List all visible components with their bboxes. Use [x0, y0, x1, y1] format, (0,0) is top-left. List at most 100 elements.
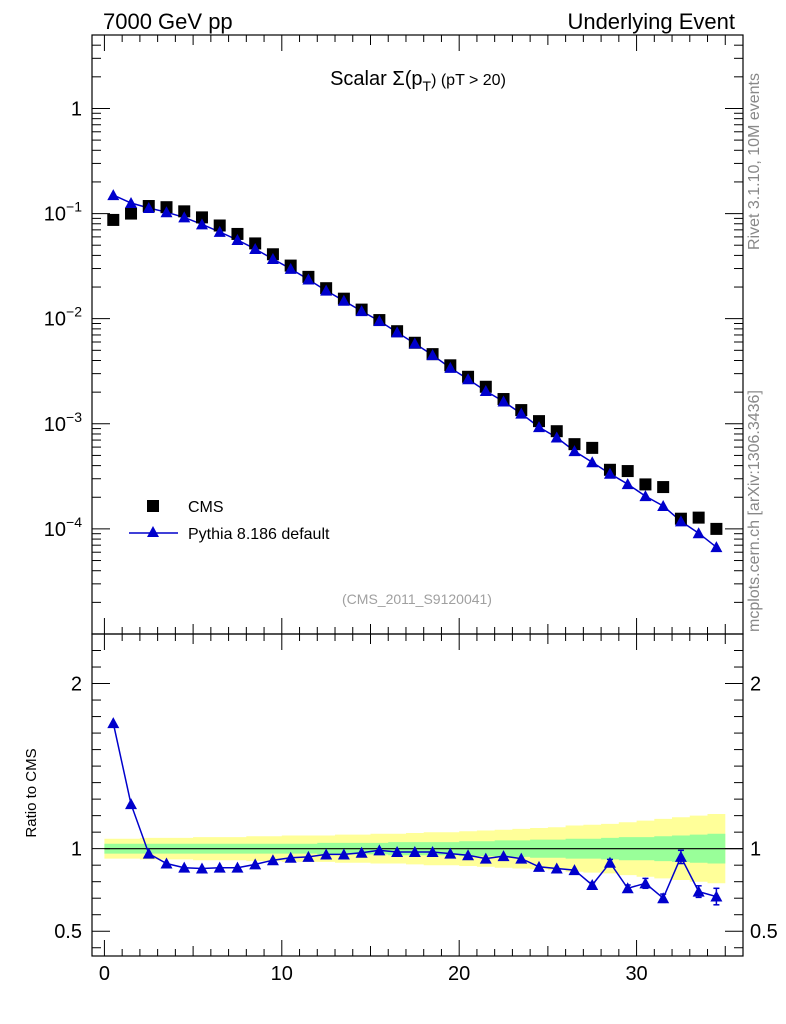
ratio-point	[213, 861, 226, 873]
ratio-y-tick-label: 0.5	[54, 921, 82, 943]
legend-cms-label: CMS	[188, 499, 224, 516]
cms-point	[568, 438, 581, 451]
legend: CMS Pythia 8.186 default	[129, 499, 330, 543]
cms-point	[692, 511, 705, 524]
side-text-top: Rivet 3.1.10, 10M events	[746, 73, 763, 250]
ratio-point	[302, 850, 315, 862]
pythia-point	[462, 373, 475, 385]
ratio-y-tick-label-right: 2	[750, 674, 761, 696]
cms-point	[125, 207, 138, 220]
pythia-point	[479, 385, 492, 397]
x-tick-label: 10	[271, 963, 293, 985]
cms-point	[586, 441, 599, 454]
top-frame	[91, 34, 744, 635]
pythia-point	[586, 456, 599, 468]
ratio-point	[160, 857, 173, 869]
ratio-frame	[91, 633, 744, 957]
pythia-point	[355, 305, 368, 317]
cms-point	[195, 211, 208, 224]
ratio-point	[462, 849, 475, 861]
ratio-point	[497, 850, 510, 862]
pythia-point	[302, 273, 315, 285]
ratio-point	[249, 858, 262, 870]
pythia-point	[692, 527, 705, 539]
side-text-bottom: mcplots.cern.ch [arXiv:1306.3436]	[746, 390, 763, 632]
ratio-point	[674, 850, 687, 862]
ratio-point	[231, 861, 244, 873]
pythia-point	[195, 218, 208, 230]
pythia-point	[142, 201, 155, 213]
ratio-point	[337, 848, 350, 860]
cms-point	[178, 205, 191, 218]
ratio-y-tick-label: 1	[71, 839, 82, 861]
pythia-point	[320, 284, 333, 296]
ratio-ylabel: Ratio to CMS	[23, 748, 40, 837]
ratio-point	[515, 852, 528, 864]
pythia-point	[621, 478, 634, 490]
pythia-point	[444, 361, 457, 373]
ratio-point	[426, 845, 439, 857]
y-tick-label: 10−4	[44, 514, 82, 541]
ratio-y-tick-label-right: 0.5	[750, 921, 778, 943]
pythia-point	[710, 541, 723, 553]
pythia-point	[550, 431, 563, 443]
ratio-point	[284, 851, 297, 863]
cms-point	[213, 219, 226, 232]
ratio-point	[266, 854, 279, 866]
ratio-point	[373, 844, 386, 856]
pythia-point	[497, 395, 510, 407]
ratio-point	[178, 861, 191, 873]
pythia-point	[391, 326, 404, 338]
pythia-point	[125, 197, 138, 209]
ratio-point	[408, 845, 421, 857]
pythia-point	[373, 315, 386, 327]
ratio-point	[657, 892, 670, 904]
pythia-point	[266, 252, 279, 264]
cms-point	[107, 213, 120, 226]
pythia-point	[674, 515, 687, 527]
ratio-point	[320, 848, 333, 860]
ratio-point	[142, 847, 155, 859]
pythia-point	[249, 243, 262, 255]
ratio-point	[391, 845, 404, 857]
ratio-point	[603, 856, 616, 868]
cms-point	[621, 465, 634, 478]
ratio-point	[125, 798, 138, 810]
ratio-point	[550, 862, 563, 874]
pythia-point	[657, 500, 670, 512]
pythia-point	[213, 225, 226, 237]
pythia-point	[160, 206, 173, 218]
pythia-point	[603, 467, 616, 479]
y-tick-label: 10−1	[44, 199, 82, 226]
analysis-label: (CMS_2011_S9120041)	[342, 591, 492, 607]
ratio-point	[568, 864, 581, 876]
pythia-point	[426, 349, 439, 361]
ratio-point	[639, 877, 652, 889]
cms-point	[639, 478, 652, 491]
pythia-point	[337, 294, 350, 306]
pythia-point	[408, 337, 421, 349]
ratio-point	[621, 882, 634, 894]
x-tick-label: 0	[99, 963, 110, 985]
pythia-point	[515, 407, 528, 419]
header-left: 7000 GeV pp	[103, 9, 233, 34]
cms-point	[550, 425, 563, 438]
top-panel: 1 10−1 10−2 10−3 10−4	[44, 34, 744, 650]
pythia-point	[178, 211, 191, 223]
pythia-point	[533, 421, 546, 433]
ratio-point	[107, 717, 120, 729]
legend-pythia-label: Pythia 8.186 default	[188, 526, 330, 543]
ratio-y-tick-label: 2	[71, 674, 82, 696]
pythia-line	[112, 194, 717, 548]
cms-point	[231, 227, 244, 240]
ratio-point	[710, 890, 723, 902]
ratio-point	[479, 852, 492, 864]
cms-point	[657, 481, 670, 494]
legend-pythia-marker	[147, 526, 159, 537]
y-tick-label: 1	[71, 98, 82, 120]
ratio-point	[533, 860, 546, 872]
x-tick-label: 30	[625, 963, 647, 985]
pythia-point	[639, 490, 652, 502]
x-tick-label: 20	[448, 963, 470, 985]
ratio-point	[586, 878, 599, 890]
